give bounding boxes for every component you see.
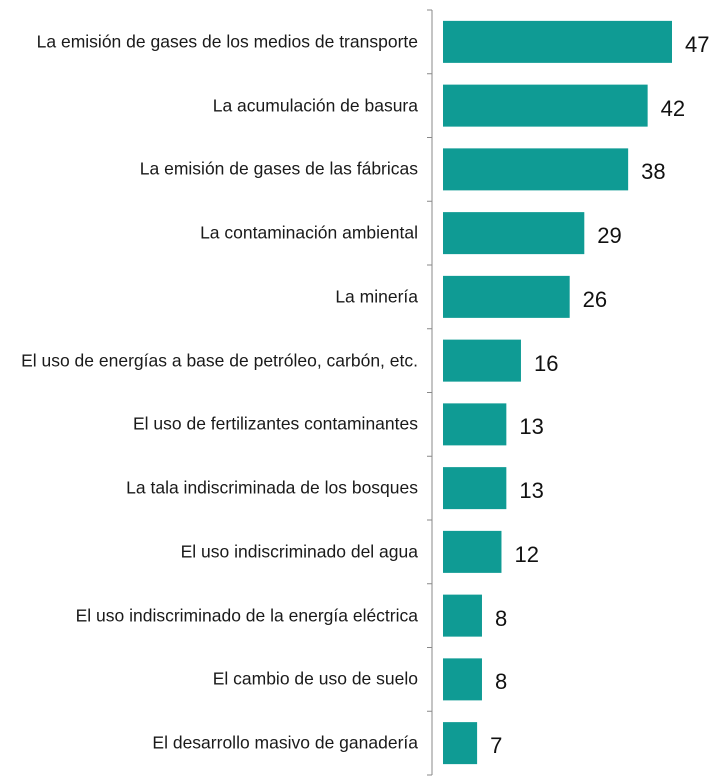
- category-label: El cambio de uso de suelo: [212, 668, 418, 689]
- category-label: El uso indiscriminado de la energía eléc…: [75, 605, 418, 626]
- bar: [443, 658, 482, 701]
- bar: [443, 84, 648, 127]
- bar: [443, 339, 521, 382]
- bar: [443, 403, 507, 446]
- value-label: 38: [641, 159, 666, 185]
- value-label: 7: [490, 733, 503, 759]
- value-label: 42: [660, 95, 686, 121]
- category-label: La minería: [335, 286, 418, 307]
- value-label: 26: [582, 286, 608, 312]
- category-label: La tala indiscriminada de los bosques: [126, 477, 418, 498]
- bar: [443, 594, 482, 637]
- category-label: La emisión de gases de los medios de tra…: [36, 31, 418, 52]
- bar: [443, 275, 570, 318]
- category-label: El uso de fertilizantes contaminantes: [132, 413, 418, 434]
- value-label: 16: [533, 350, 559, 376]
- value-label: 8: [494, 669, 508, 695]
- category-label: La acumulación de basura: [212, 95, 418, 116]
- value-label: 13: [519, 478, 544, 504]
- value-label: 29: [597, 223, 622, 249]
- value-label: 12: [514, 541, 539, 567]
- bar: [443, 20, 672, 63]
- category-label: El uso de energías a base de petróleo, c…: [21, 350, 418, 371]
- bar: [443, 530, 502, 573]
- bar: [443, 212, 585, 255]
- value-label: 13: [519, 414, 544, 440]
- category-label: El uso indiscriminado del agua: [180, 541, 418, 562]
- bar: [443, 467, 507, 510]
- category-label: El desarrollo masivo de ganadería: [152, 732, 418, 753]
- value-label: 8: [494, 605, 508, 631]
- category-label: La contaminación ambiental: [200, 222, 418, 243]
- bar: [443, 722, 478, 765]
- value-label: 47: [685, 31, 710, 57]
- category-label: La emisión de gases de las fábricas: [139, 158, 418, 179]
- bar: [443, 148, 629, 191]
